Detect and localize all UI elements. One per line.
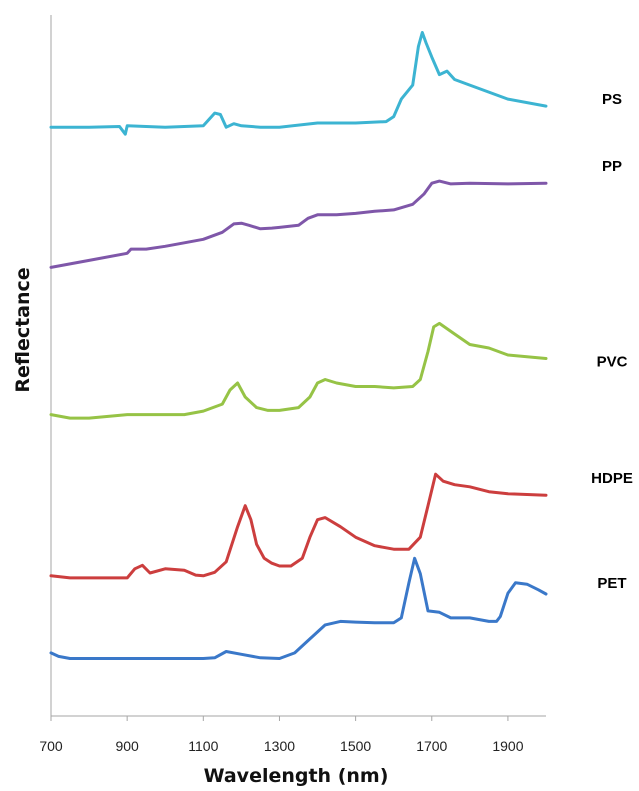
series-labels: PS PP PVC HDPE PET [591, 91, 633, 592]
x-tick-label: 1100 [188, 738, 218, 754]
x-tick-label: 1500 [340, 738, 371, 754]
x-tick-label: 1900 [492, 738, 523, 754]
series-label-ps: PS [602, 91, 622, 108]
x-ticks: 700 900 1100 1300 1500 1700 1900 [39, 716, 524, 754]
series-line-pp [49, 179, 548, 269]
x-tick-label: 700 [39, 738, 63, 754]
series-label-hdpe: HDPE [591, 470, 633, 487]
series-lines [49, 31, 548, 660]
x-axis-title: Wavelength (nm) [204, 765, 389, 787]
x-tick-label: 900 [115, 738, 139, 754]
series-line-ps [49, 31, 548, 136]
series-label-pet: PET [597, 575, 626, 592]
series-line-hdpe [49, 472, 548, 580]
y-axis-title: Reflectance [12, 267, 34, 392]
x-tick-label: 1300 [264, 738, 295, 754]
x-tick-label: 1700 [416, 738, 447, 754]
series-label-pvc: PVC [597, 354, 628, 371]
axes [50, 15, 546, 717]
series-line-pet [49, 556, 548, 660]
series-line-pvc [49, 321, 548, 420]
series-label-pp: PP [602, 158, 622, 175]
